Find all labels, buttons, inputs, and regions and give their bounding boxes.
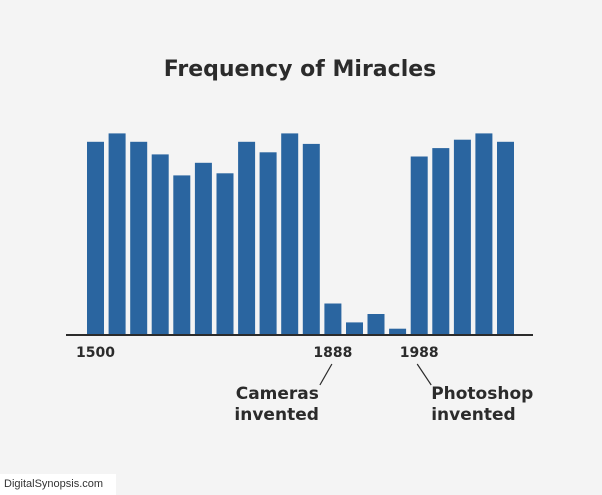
annotation-2-line-1: Photoshop	[431, 384, 533, 404]
chart-title: Frequency of Miracles	[164, 57, 437, 82]
bar-14	[367, 314, 385, 335]
bars-group	[87, 133, 514, 335]
bar-16	[410, 156, 428, 335]
annotation-leader-1	[319, 363, 333, 386]
bar-2	[108, 133, 126, 335]
tick-label-1500: 1500	[76, 345, 115, 361]
bar-3	[130, 141, 148, 335]
bar-8	[238, 141, 256, 335]
annotation-1-line-1: Cameras	[236, 384, 319, 404]
bar-1	[87, 141, 104, 335]
bar-7	[216, 173, 234, 335]
annotation-2-line-2: invented	[431, 405, 515, 425]
tick-label-1988: 1988	[400, 345, 439, 361]
annotation-leader-2	[416, 363, 432, 386]
bar-5	[173, 175, 191, 335]
tick-labels-group: 1500 1888 1988	[76, 345, 439, 361]
bar-18	[453, 139, 471, 335]
tick-label-1888: 1888	[313, 345, 352, 361]
annotation-1-line-2: invented	[234, 405, 318, 425]
bar-17	[432, 148, 450, 335]
bar-6	[194, 162, 212, 335]
bar-11	[302, 143, 320, 335]
bar-13	[346, 322, 363, 335]
bar-4	[151, 154, 169, 335]
credit-text: DigitalSynopsis.com	[0, 474, 116, 495]
bar-19	[475, 133, 493, 335]
bar-10	[281, 133, 299, 335]
bar-12	[324, 303, 342, 335]
bar-15	[389, 328, 407, 335]
bar-9	[259, 152, 277, 335]
bar-20	[497, 141, 514, 335]
